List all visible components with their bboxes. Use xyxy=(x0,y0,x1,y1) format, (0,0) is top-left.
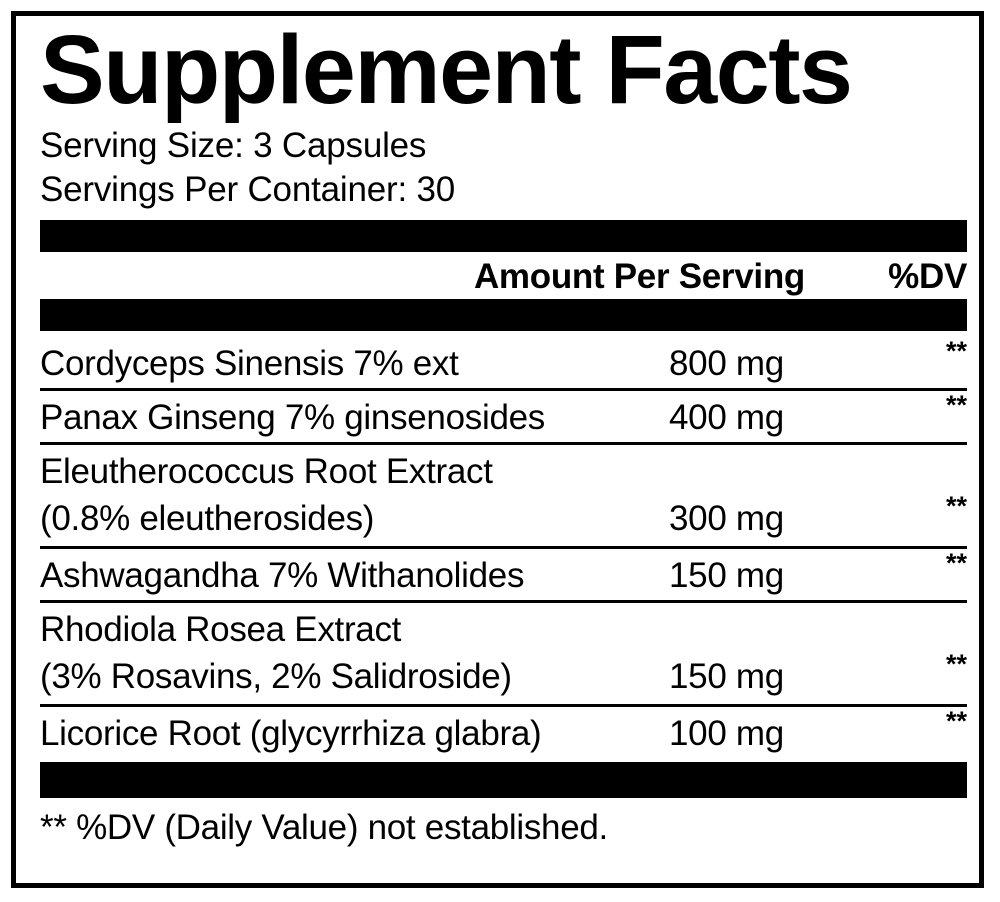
table-row: Cordyceps Sinensis 7% ext 800 mg ** xyxy=(40,337,967,388)
ingredient-daily-value: ** xyxy=(945,336,967,366)
servings-per-container-text: Servings Per Container: 30 xyxy=(40,170,456,209)
serving-size-text: Serving Size: 3 Capsules xyxy=(40,126,427,165)
table-row: Eleutherococcus Root Extract (0.8% eleut… xyxy=(40,445,967,546)
ingredient-daily-value: ** xyxy=(945,649,967,679)
supplement-facts-content: Supplement Facts Serving Size: 3 Capsule… xyxy=(40,15,967,879)
daily-value-footnote: ** %DV (Daily Value) not established. xyxy=(40,808,608,847)
column-header-daily-value: %DV xyxy=(888,257,967,296)
ingredient-amount: 100 mg xyxy=(669,714,784,753)
ingredient-amount: 400 mg xyxy=(669,398,784,437)
divider-bar-top xyxy=(40,220,967,252)
table-row: Licorice Root (glycyrrhiza glabra) 100 m… xyxy=(40,707,967,758)
row-separator xyxy=(40,600,967,603)
table-row: Panax Ginseng 7% ginsenosides 400 mg ** xyxy=(40,391,967,442)
column-header-amount: Amount Per Serving xyxy=(473,257,805,296)
ingredient-daily-value: ** xyxy=(945,548,967,578)
row-separator xyxy=(40,704,967,707)
row-separator xyxy=(40,546,967,549)
table-row: Rhodiola Rosea Extract (3% Rosavins, 2% … xyxy=(40,603,967,704)
ingredient-name: Licorice Root (glycyrrhiza glabra) xyxy=(40,714,542,753)
ingredient-name: Panax Ginseng 7% ginsenosides xyxy=(40,398,545,437)
ingredient-name: Cordyceps Sinensis 7% ext xyxy=(40,344,459,383)
divider-bar-footnote xyxy=(40,762,967,798)
divider-bar-header-bottom xyxy=(40,299,967,331)
row-separator xyxy=(40,388,967,391)
ingredient-daily-value: ** xyxy=(945,390,967,420)
row-separator xyxy=(40,442,967,445)
ingredient-name: Eleutherococcus Root Extract xyxy=(40,452,493,491)
ingredient-amount: 800 mg xyxy=(669,344,784,383)
table-row: Ashwagandha 7% Withanolides 150 mg ** xyxy=(40,549,967,600)
ingredient-amount: 150 mg xyxy=(669,556,784,595)
column-header-row: Amount Per Serving %DV xyxy=(40,252,967,299)
ingredient-amount: 300 mg xyxy=(669,499,784,538)
ingredient-name: Ashwagandha 7% Withanolides xyxy=(40,556,525,595)
page-title: Supplement Facts xyxy=(40,15,853,124)
ingredient-name: Rhodiola Rosea Extract xyxy=(40,610,402,649)
supplement-facts-frame: Supplement Facts Serving Size: 3 Capsule… xyxy=(11,11,984,888)
ingredient-name-detail: (3% Rosavins, 2% Salidroside) xyxy=(40,657,512,696)
ingredient-daily-value: ** xyxy=(945,491,967,521)
ingredient-name-detail: (0.8% eleutherosides) xyxy=(40,499,375,538)
ingredient-daily-value: ** xyxy=(945,706,967,736)
ingredient-amount: 150 mg xyxy=(669,657,784,696)
